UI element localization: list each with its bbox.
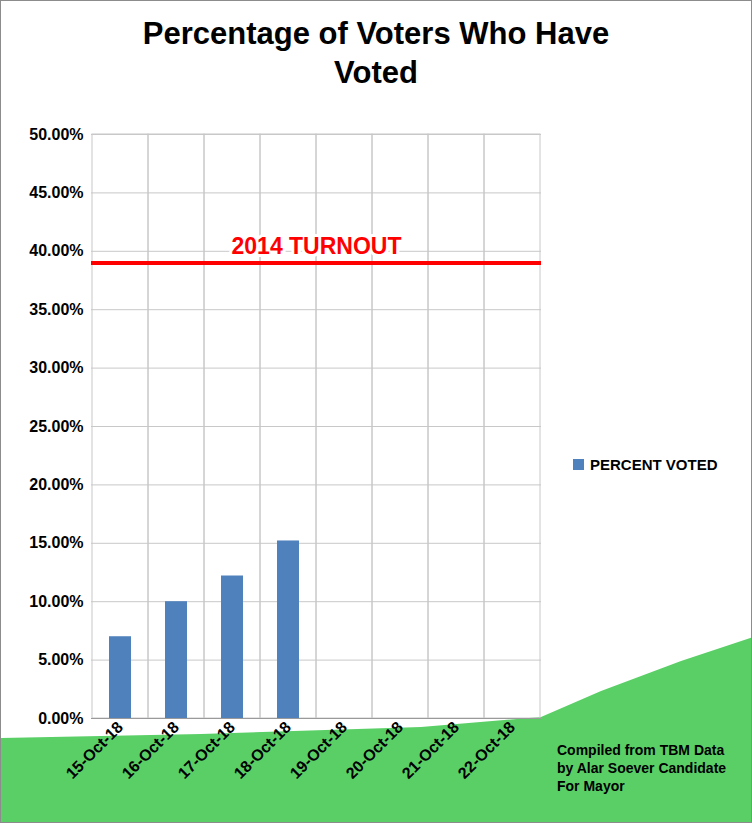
- svg-text:2014 TURNOUT: 2014 TURNOUT: [232, 233, 402, 259]
- svg-text:0.00%: 0.00%: [38, 710, 83, 727]
- html-text:Percentage of Voters Who Have: Percentage of Voters Who Have Voted: [142, 16, 610, 90]
- svg-text:15-Oct-18: 15-Oct-18: [63, 718, 127, 782]
- svg-text:50.00%: 50.00%: [29, 126, 83, 143]
- svg-text:15.00%: 15.00%: [29, 534, 83, 551]
- svg-text:5.00%: 5.00%: [38, 651, 83, 668]
- svg-text:21-Oct-18: 21-Oct-18: [399, 718, 463, 782]
- svg-text:35.00%: 35.00%: [29, 301, 83, 318]
- svg-text:20-Oct-18: 20-Oct-18: [343, 718, 407, 782]
- svg-text:25.00%: 25.00%: [29, 418, 83, 435]
- html-text:PERCENT VOTED: PERCENT VOTED: [590, 456, 718, 473]
- svg-text:20.00%: 20.00%: [29, 476, 83, 493]
- svg-text:19-Oct-18: 19-Oct-18: [287, 718, 351, 782]
- svg-text:10.00%: 10.00%: [29, 593, 83, 610]
- svg-text:40.00%: 40.00%: [29, 242, 83, 259]
- html-text:Compiled from TBM Data by Alar: Compiled from TBM Data by Alar Soever Ca…: [557, 742, 727, 795]
- svg-text:16-Oct-18: 16-Oct-18: [119, 718, 183, 782]
- svg-text:17-Oct-18: 17-Oct-18: [175, 718, 239, 782]
- svg-text:45.00%: 45.00%: [29, 184, 83, 201]
- svg-text:30.00%: 30.00%: [29, 359, 83, 376]
- svg-text:18-Oct-18: 18-Oct-18: [231, 718, 295, 782]
- svg-text:22-Oct-18: 22-Oct-18: [455, 718, 519, 782]
